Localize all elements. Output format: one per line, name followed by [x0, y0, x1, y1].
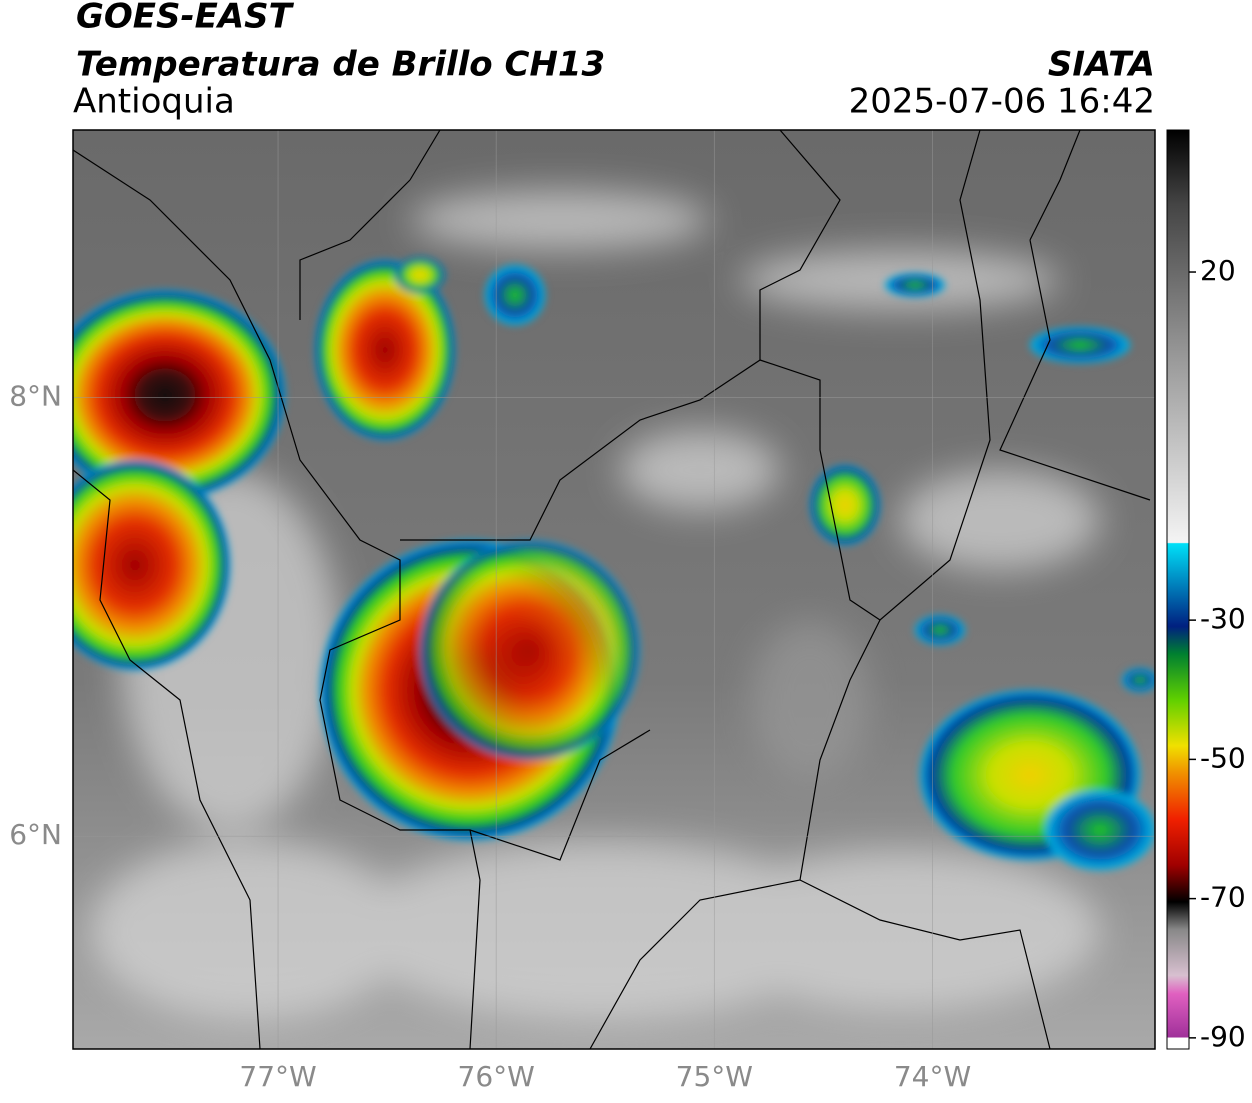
colorbar-tick-label: -30 — [1200, 602, 1246, 635]
y-tick-label: 6°N — [9, 818, 62, 851]
colorbar-tick-label: 20 — [1200, 254, 1236, 287]
source: SIATA — [1048, 45, 1155, 85]
ticks: 77°W 76°W 75°W 74°W 8°N 6°N 20 -30 -50 -70 -90 — [9, 254, 1246, 1093]
map-frame — [72, 129, 1156, 1050]
region: Antioquia — [73, 82, 235, 122]
satellite-image — [73, 130, 1155, 1049]
colorbar-tick-label: -70 — [1200, 881, 1246, 914]
x-tick-label: 74°W — [894, 1060, 971, 1093]
graticule — [73, 130, 1155, 1049]
x-tick-label: 76°W — [458, 1060, 535, 1093]
subtitle: Temperatura de Brillo CH13 — [76, 45, 605, 85]
colorbar — [1166, 129, 1190, 1050]
y-tick-label: 8°N — [9, 380, 62, 413]
x-tick-label: 75°W — [676, 1060, 753, 1093]
datetime: 2025-07-06 16:42 — [849, 82, 1155, 122]
title: GOES-EAST — [76, 0, 295, 37]
colorbar-tick-label: -50 — [1200, 741, 1246, 774]
colorbar-tick-label: -90 — [1200, 1020, 1246, 1053]
x-tick-label: 77°W — [239, 1060, 316, 1093]
